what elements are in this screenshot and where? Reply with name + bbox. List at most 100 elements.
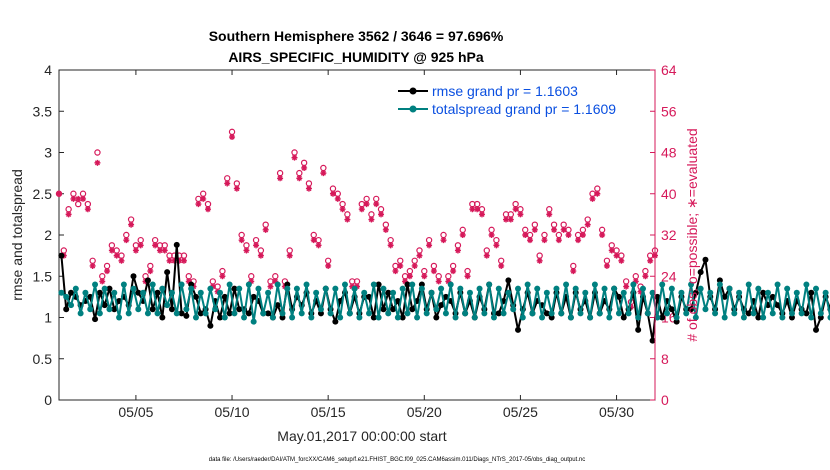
- totalspread-marker: [817, 310, 824, 317]
- totalspread-marker: [317, 306, 324, 313]
- rmse-marker: [96, 289, 103, 296]
- obs-evaluated-marker: [281, 283, 288, 290]
- totalspread-marker: [755, 285, 762, 292]
- rmse-marker: [543, 310, 550, 317]
- obs-evaluated-marker: [89, 262, 96, 269]
- obs-evaluated-marker: [354, 283, 360, 290]
- totalspread-marker: [87, 306, 94, 313]
- totalspread-marker: [404, 310, 411, 317]
- obs-evaluated-marker: [483, 252, 490, 259]
- totalspread-marker: [178, 281, 185, 288]
- rmse-marker: [284, 281, 291, 288]
- totalspread-marker: [760, 314, 767, 321]
- totalspread-marker: [120, 281, 127, 288]
- obs-evaluated-marker: [185, 278, 192, 285]
- totalspread-marker: [803, 281, 810, 288]
- totalspread-marker: [303, 281, 310, 288]
- totalspread-marker: [692, 314, 699, 321]
- totalspread-marker: [639, 285, 646, 292]
- totalspread-marker: [140, 289, 147, 296]
- totalspread-line: [60, 283, 830, 323]
- obs-evaluated-marker: [104, 268, 111, 275]
- obs-evaluated-marker: [65, 211, 72, 218]
- totalspread-marker: [495, 285, 502, 292]
- rmse-marker: [68, 289, 75, 296]
- obs-evaluated-marker: [248, 278, 255, 285]
- rmse-marker: [173, 241, 180, 248]
- obs-evaluated-marker: [156, 247, 163, 254]
- obs-evaluated-marker: [536, 257, 543, 264]
- rmse-marker: [788, 314, 795, 321]
- legend-spread-marker: [409, 105, 417, 113]
- totalspread-marker: [587, 314, 594, 321]
- obs-evaluated-marker: [522, 232, 529, 238]
- x-tick-label: 05/05: [118, 404, 153, 420]
- obs-evaluated-marker: [406, 273, 413, 280]
- obs-evaluated-marker: [392, 268, 399, 275]
- line-series-layer: [58, 241, 830, 344]
- totalspread-marker: [500, 310, 507, 317]
- obs-evaluated-marker: [334, 195, 341, 202]
- obs-evaluated-marker: [627, 304, 634, 311]
- totalspread-marker: [510, 306, 517, 313]
- totalspread-marker: [764, 289, 771, 296]
- rmse-marker: [654, 293, 661, 300]
- rmse-marker: [755, 314, 762, 321]
- rmse-marker: [495, 310, 502, 317]
- legend-spread-label: totalspread grand pr = 1.1609: [432, 101, 616, 117]
- legend-rmse-marker: [409, 87, 417, 95]
- totalspread-marker: [366, 310, 373, 317]
- obs-evaluated-marker: [613, 252, 620, 259]
- x-axis-ticks: 05/05 05/10 05/15 05/20 05/25 05/30: [118, 70, 634, 420]
- totalspread-marker: [442, 310, 449, 317]
- totalspread-marker: [615, 310, 622, 317]
- totalspread-marker: [96, 310, 103, 317]
- rmse-marker: [688, 306, 695, 313]
- totalspread-marker: [269, 314, 276, 321]
- totalspread-marker: [159, 285, 166, 292]
- totalspread-marker: [490, 314, 497, 321]
- right-tick-label: 40: [661, 186, 677, 202]
- totalspread-marker: [68, 302, 75, 309]
- obs-evaluated-marker: [118, 257, 125, 264]
- rmse-marker: [380, 306, 387, 313]
- left-tick-label: 2: [44, 227, 52, 243]
- totalspread-marker: [567, 314, 574, 321]
- totalspread-marker: [92, 281, 99, 288]
- rmse-marker: [370, 314, 377, 321]
- totalspread-marker: [539, 314, 546, 321]
- totalspread-marker: [654, 314, 661, 321]
- obs-evaluated-marker: [599, 232, 606, 238]
- left-tick-label: 4: [44, 62, 52, 78]
- totalspread-marker: [356, 314, 363, 321]
- obs-evaluated-marker: [209, 283, 216, 290]
- obs-evaluated-marker: [166, 257, 173, 264]
- totalspread-marker: [447, 281, 454, 288]
- obs-evaluated-marker: [277, 175, 284, 182]
- totalspread-marker: [332, 285, 339, 292]
- obs-evaluated-marker: [454, 247, 461, 254]
- totalspread-marker: [212, 306, 219, 313]
- obs-evaluated-marker: [589, 195, 596, 202]
- obs-evaluated-marker: [555, 237, 562, 244]
- totalspread-marker: [346, 310, 353, 317]
- totalspread-marker: [173, 310, 180, 317]
- totalspread-marker: [370, 281, 377, 288]
- totalspread-marker: [726, 285, 733, 292]
- totalspread-marker: [543, 289, 550, 296]
- totalspread-marker: [217, 289, 224, 296]
- x-tick-label: 05/30: [599, 404, 634, 420]
- rmse-marker: [111, 306, 118, 313]
- obs-evaluated-marker: [450, 268, 457, 275]
- obs-evaluated-marker: [253, 242, 260, 249]
- totalspread-marker: [524, 281, 531, 288]
- totalspread-marker: [601, 285, 608, 292]
- obs-evaluated-marker: [565, 232, 572, 238]
- obs-evaluated-marker: [603, 262, 610, 269]
- totalspread-marker: [553, 285, 560, 292]
- obs-evaluated-marker: [272, 278, 279, 285]
- rmse-marker: [164, 269, 171, 276]
- rmse-marker: [226, 310, 233, 317]
- obs-evaluated-marker: [219, 273, 226, 280]
- right-y-axis-label: # of obs: o=possible; ∗=evaluated: [684, 128, 700, 341]
